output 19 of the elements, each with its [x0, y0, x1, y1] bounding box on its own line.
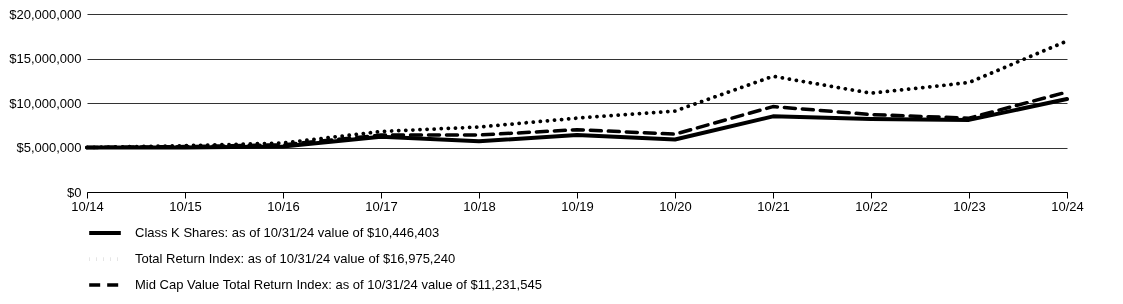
x-tick-label: 10/16: [267, 198, 300, 214]
x-tick-label: 10/22: [855, 198, 888, 214]
x-tick-label: 10/24: [1051, 198, 1084, 214]
y-tick-label: $15,000,000: [9, 51, 82, 66]
x-tick-label: 10/19: [561, 198, 594, 214]
legend-label: Total Return Index: as of 10/31/24 value of $16,975,240: [135, 251, 456, 266]
x-tick-label: 10/17: [365, 198, 398, 214]
y-tick-label: $10,000,000: [9, 95, 82, 111]
y-tick-label: $0: [67, 184, 82, 200]
x-tick-label: 10/20: [659, 198, 692, 214]
legend-label: Class K Shares: as of 10/31/24 value of $10,446,403: [135, 225, 440, 240]
legend-label: Mid Cap Value Total Return Index: as of 10/31/24 value of $11,231,545: [135, 277, 542, 292]
x-tick-label: 10/18: [463, 198, 496, 214]
x-tick-label: 10/21: [757, 198, 790, 214]
y-tick-label: $20,000,000: [9, 6, 82, 22]
x-tick-label: 10/23: [953, 198, 986, 214]
x-tick-label: 10/15: [169, 198, 202, 214]
y-tick-label: $5,000,000: [16, 140, 82, 155]
x-tick-label: 10/14: [71, 198, 104, 214]
